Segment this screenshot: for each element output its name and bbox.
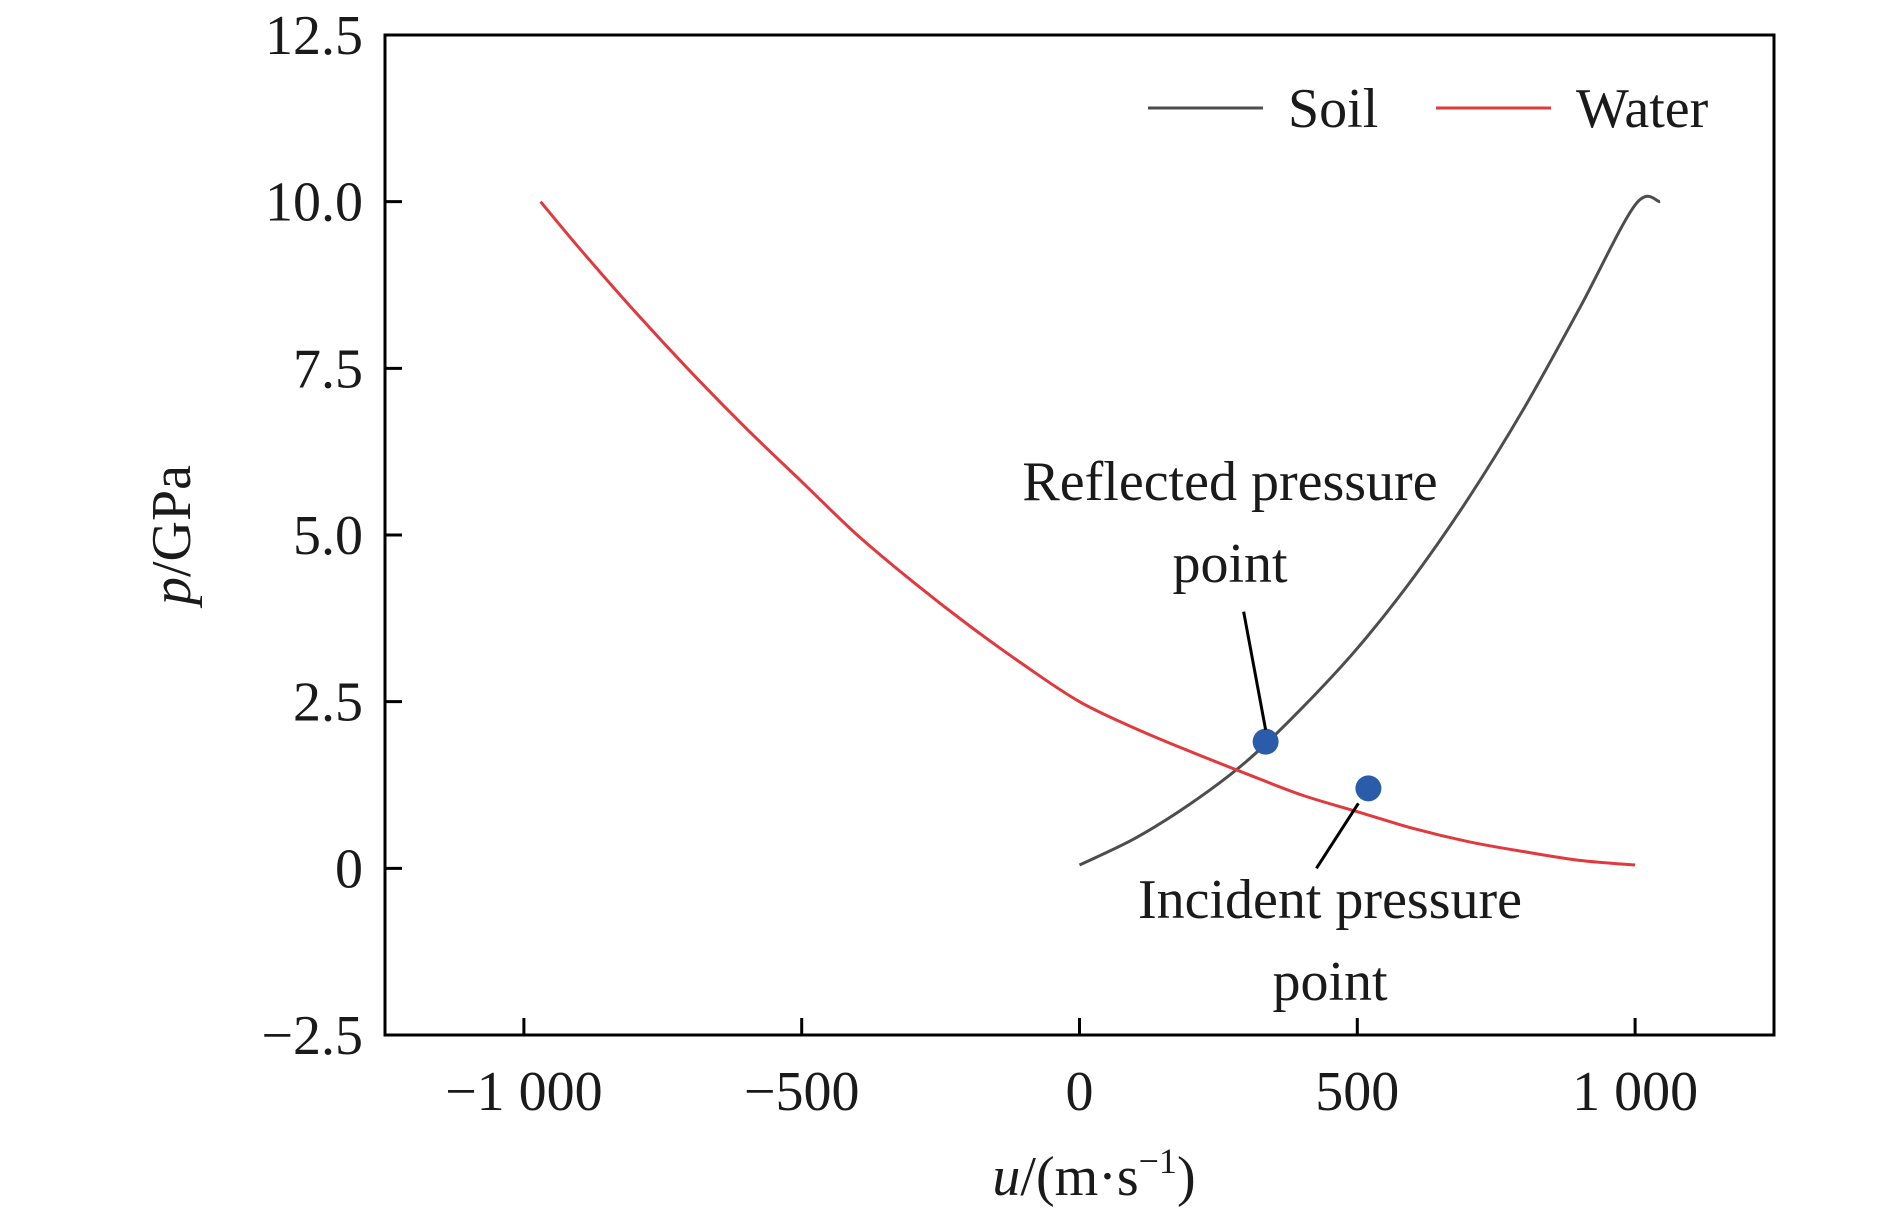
y-tick-label: 2.5 [293, 672, 363, 734]
x-tick-label: −500 [744, 1061, 860, 1123]
x-tick-label: −1 000 [445, 1061, 603, 1123]
y-tick-label: 0 [335, 838, 363, 900]
incident-pressure-label: Incident pressure point [1138, 869, 1522, 1013]
reflected-pressure-point [1252, 728, 1279, 755]
marker-points [1252, 728, 1382, 802]
series-line-water [539, 200, 1636, 867]
y-tick-label: 7.5 [293, 338, 363, 400]
legend: Soil Water [1148, 78, 1709, 140]
reflected-pressure-label: Reflected pressure point [1022, 451, 1437, 595]
y-tick-label: 5.0 [293, 505, 363, 567]
legend-label-water: Water [1576, 78, 1709, 140]
axis-ticks: −1 000 −500 0 500 1 000 −2.5 0 2.5 5.0 7.5 10.0 12.… [261, 5, 1698, 1123]
incident-pressure-point [1355, 775, 1382, 802]
annotations: Reflected pressure point Incident pressure… [1022, 451, 1522, 1013]
x-tick-label: 1 000 [1572, 1061, 1698, 1123]
y-tick-label: −2.5 [261, 1005, 363, 1067]
y-tick-label: 10.0 [265, 172, 363, 234]
x-axis-title: u/(m·s−1) [992, 1141, 1195, 1208]
reflected-leader-line [1242, 611, 1268, 730]
series-line-soil [1078, 194, 1661, 867]
incident-leader-line [1315, 802, 1360, 870]
series-lines [539, 194, 1661, 867]
x-tick-label: 500 [1315, 1061, 1399, 1123]
y-tick-label: 12.5 [265, 5, 363, 67]
plot-border [383, 33, 1776, 1037]
y-axis-title: p/GPa [141, 465, 203, 609]
plot-frame [383, 33, 1776, 1037]
legend-label-soil: Soil [1288, 78, 1378, 140]
x-tick-label: 0 [1066, 1061, 1094, 1123]
